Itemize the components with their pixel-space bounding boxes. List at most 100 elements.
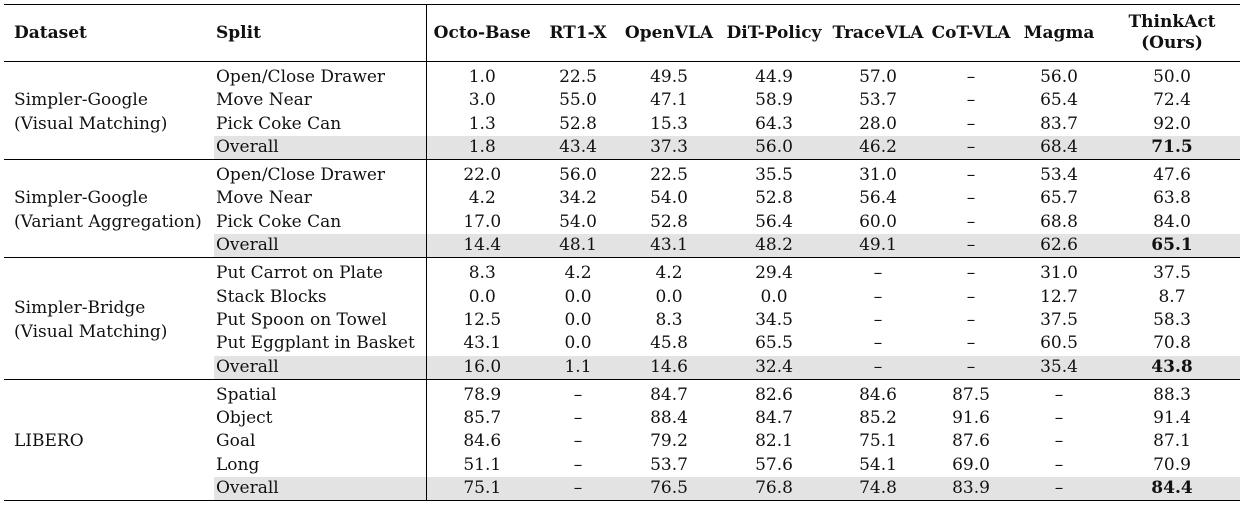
value-cell: 22.5 <box>650 165 688 186</box>
value-cell: – <box>873 286 883 307</box>
value-cell: 29.4 <box>755 263 793 284</box>
value-cell: 74.8 <box>828 477 928 501</box>
ours-value-cell: 71.5 <box>1104 135 1240 160</box>
header-model: DiT-Policy <box>726 22 822 43</box>
value-cell: 0.0 <box>760 286 788 307</box>
overall-row: Overall 75.1–76.5 76.8 74.8 83.9–84.4 <box>4 477 1240 501</box>
split-cell: Move Near <box>216 188 312 209</box>
ours-value-cell: 43.8 <box>1104 355 1240 380</box>
value-cell: – <box>873 309 883 330</box>
ours-value-cell: 72.4 <box>1153 90 1191 111</box>
value-cell: 62.6 <box>1014 234 1104 258</box>
value-cell: 52.8 <box>650 211 688 232</box>
dataset-name: LIBERO <box>14 431 84 452</box>
value-cell: 52.8 <box>559 113 597 134</box>
split-cell: Spatial <box>216 384 277 405</box>
ours-value-cell: 70.8 <box>1153 333 1191 354</box>
value-cell: 34.2 <box>559 188 597 209</box>
value-cell: 56.0 <box>559 165 597 186</box>
value-cell: 3.0 <box>425 89 538 113</box>
value-cell: 22.5 <box>559 67 597 87</box>
table-row: Move Near 4.2 34.2 54.0 52.8 56.4 – 65.7 63.8 <box>4 187 1240 211</box>
ours-value-cell: 70.9 <box>1153 454 1191 475</box>
value-cell: – <box>1054 408 1064 429</box>
value-cell: 16.0 <box>425 355 538 380</box>
value-cell: 28.0 <box>859 113 897 134</box>
header-model: RT1-X <box>549 22 607 43</box>
header-split: Split <box>216 22 261 43</box>
value-cell: 65.7 <box>1040 188 1078 209</box>
value-cell: 83.9 <box>928 477 1014 501</box>
value-cell: – <box>873 263 883 284</box>
value-cell: 53.7 <box>859 90 897 111</box>
value-cell: – <box>928 355 1014 380</box>
table-row: LIBERO Spatial 78.9 – 84.7 82.6 84.6 87.5 – 88.3 <box>4 379 1240 501</box>
value-cell: 14.6 <box>618 355 720 380</box>
value-cell: 69.0 <box>952 454 990 475</box>
ours-value-cell: 65.1 <box>1104 234 1240 258</box>
value-cell: 37.3 <box>618 135 720 160</box>
value-cell: 8.3 <box>655 309 683 330</box>
ours-value-cell: 8.7 <box>1158 286 1186 307</box>
split-cell: Overall <box>214 234 426 258</box>
value-cell: 88.4 <box>650 408 688 429</box>
value-cell: 43.1 <box>425 332 538 356</box>
header-model: CoT-VLA <box>931 22 1011 43</box>
value-cell: 49.5 <box>650 67 688 87</box>
value-cell: 84.7 <box>755 408 793 429</box>
value-cell: – <box>966 67 976 87</box>
value-cell: – <box>966 165 976 186</box>
value-cell: 82.1 <box>755 431 793 452</box>
value-cell: 56.0 <box>720 135 828 160</box>
overall-row: Overall 1.8 43.4 37.3 56.0 46.2–68.4 71.5 <box>4 135 1240 160</box>
value-cell: 1.0 <box>425 61 538 90</box>
value-cell: – <box>1054 431 1064 452</box>
dataset-cell: LIBERO <box>4 379 214 501</box>
value-cell: 31.0 <box>1040 263 1078 284</box>
value-cell: 52.8 <box>755 188 793 209</box>
split-cell: Put Spoon on Towel <box>216 309 387 330</box>
value-cell: 75.1 <box>859 431 897 452</box>
value-cell: 0.0 <box>564 333 592 354</box>
ours-value-cell: 58.3 <box>1153 309 1191 330</box>
header-ours: ThinkAct (Ours) <box>1104 5 1240 62</box>
value-cell: – <box>966 211 976 232</box>
split-cell: Overall <box>214 477 426 501</box>
ours-value-cell: 63.8 <box>1153 188 1191 209</box>
table-group: Simpler-Google (Variant Aggregation) Open/… <box>4 159 1240 258</box>
table-group: Simpler-Google (Visual Matching) Open/Clos… <box>4 61 1240 160</box>
value-cell: 37.5 <box>1040 309 1078 330</box>
header-row: Dataset Split Octo-Base RT1-X OpenVLA Di… <box>4 4 1240 62</box>
table-row: Move Near 3.0 55.0 47.1 58.9 53.7 – 65.4 72.4 <box>4 89 1240 113</box>
header-model: Magma <box>1023 22 1095 43</box>
value-cell: 82.6 <box>755 384 793 405</box>
value-cell: 65.5 <box>755 333 793 354</box>
split-cell: Pick Coke Can <box>216 211 342 232</box>
value-cell: 48.1 <box>538 234 618 258</box>
value-cell: 4.2 <box>564 263 592 284</box>
value-cell: – <box>573 454 583 475</box>
value-cell: 78.9 <box>425 379 538 408</box>
value-cell: – <box>573 384 583 405</box>
value-cell: 54.1 <box>859 454 897 475</box>
value-cell: 91.6 <box>952 408 990 429</box>
value-cell: 54.0 <box>650 188 688 209</box>
split-cell: Stack Blocks <box>216 286 327 307</box>
ours-value-cell: 37.5 <box>1153 263 1191 284</box>
value-cell: 83.7 <box>1040 113 1078 134</box>
value-cell: 35.4 <box>1014 355 1104 380</box>
value-cell: – <box>966 333 976 354</box>
ours-value-cell: 84.0 <box>1153 211 1191 232</box>
value-cell: – <box>966 309 976 330</box>
table-row: Pick Coke Can 17.0 54.0 52.8 56.4 60.0 – 68.8 84… <box>4 210 1240 235</box>
table-group: Simpler-Bridge (Visual Matching) Put Carro… <box>4 257 1240 380</box>
table-row: Object 85.7 – 88.4 84.7 85.2 91.6 – 91.4 <box>4 407 1240 431</box>
dataset-subtitle: (Visual Matching) <box>14 321 168 342</box>
value-cell: 12.5 <box>425 308 538 333</box>
value-cell: 84.6 <box>425 430 538 454</box>
value-cell: 84.6 <box>859 384 897 405</box>
value-cell: – <box>538 477 618 501</box>
ours-value-cell: 88.3 <box>1153 384 1191 405</box>
value-cell: – <box>873 333 883 354</box>
value-cell: – <box>966 90 976 111</box>
